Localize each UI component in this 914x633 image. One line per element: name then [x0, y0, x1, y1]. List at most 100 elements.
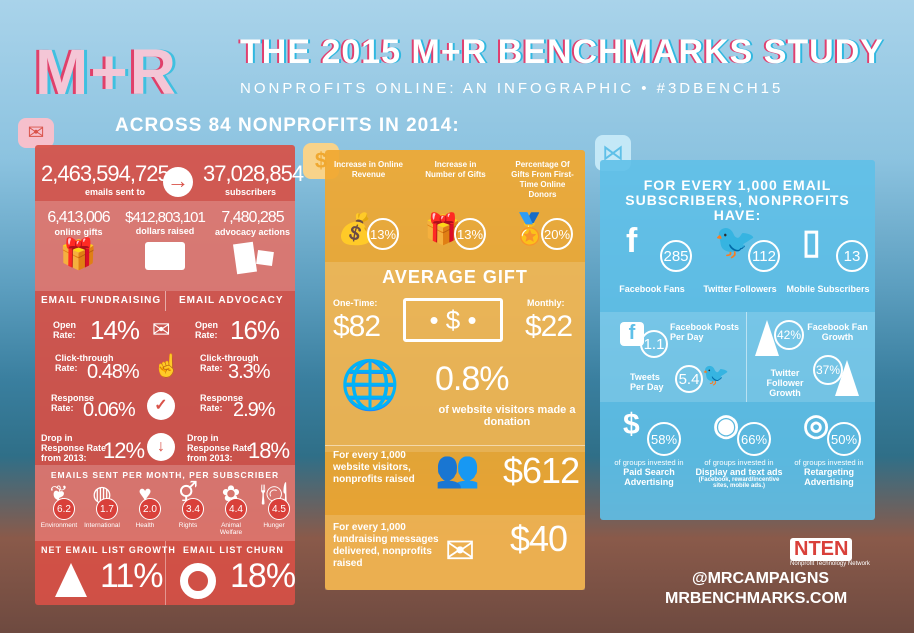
sector-label: Rights	[178, 522, 198, 529]
growth-value: 11%	[100, 557, 164, 595]
top-stat-value: 20%	[541, 218, 573, 250]
social-top-label: Twitter Followers	[703, 284, 777, 294]
churn-cycle-icon	[180, 563, 216, 599]
open-rate-label: Open Rate:	[53, 320, 77, 340]
per-messages-label: For every 1,000 fundraising messages del…	[333, 522, 439, 569]
arrow-up-icon	[835, 360, 859, 396]
ad-pre: of groups invested in	[794, 458, 864, 467]
twitter-bird-icon: 🐦	[702, 362, 730, 387]
advocacy-ctr: 3.3%	[228, 361, 271, 383]
envelopes-icon: ✉	[445, 530, 476, 571]
fundraising-open-rate: 14%	[90, 315, 140, 345]
advocacy-title: EMAIL ADVOCACY	[179, 295, 284, 306]
dollar-bill-icon: • $ •	[403, 298, 503, 342]
fundraising-drop: 12%	[103, 438, 145, 463]
one-time-label: One-Time:	[333, 298, 378, 308]
fb-growth-value: 42%	[774, 320, 804, 350]
facebook-icon: f	[626, 222, 638, 260]
response-rate-label: Response Rate:	[200, 393, 244, 413]
top-stat-label: Increase in Online Revenue	[334, 160, 403, 179]
social-top-value: 285	[660, 240, 692, 272]
top-stat-label: Increase in Number of Gifts	[425, 160, 486, 179]
churn-title: EMAIL LIST CHURN	[183, 545, 284, 555]
conversion-label: of website visitors made a donation	[438, 404, 576, 428]
advocacy-drop: 18%	[248, 438, 290, 463]
ad-label: Display and text ads	[695, 467, 783, 477]
section-heading: ACROSS 84 NONPROFITS IN 2014:	[115, 115, 460, 136]
tweets-value: 5.4	[675, 365, 703, 393]
sector-value: 4.4	[225, 498, 247, 520]
page-title: THE 2015 M+R BENCHMARKS STUDY	[240, 33, 884, 71]
response-rate-label: Response Rate:	[51, 393, 95, 413]
subscribers-label: subscribers	[225, 187, 277, 197]
tweets-label: Tweets Per Day	[630, 372, 664, 392]
sector-value: 6.2	[53, 498, 75, 520]
conversion-value: 0.8%	[435, 360, 509, 398]
open-rate-label: Open Rate:	[195, 320, 219, 340]
emails-sent: 2,463,594,725	[41, 161, 170, 186]
fundraising-title: EMAIL FUNDRAISING	[41, 295, 162, 306]
ad-pre: of groups invested in	[614, 458, 684, 467]
ad-value: 66%	[737, 422, 771, 456]
ad-note: (Facebook, reward/incentive sites, mobil…	[698, 477, 780, 489]
sector-value: 3.4	[182, 498, 204, 520]
top-stat-value: 13%	[367, 218, 399, 250]
email-panel: 2,463,594,725 emails sent to → 37,028,85…	[35, 145, 304, 605]
ad-value: 58%	[647, 422, 681, 456]
social-top-label: Mobile Subscribers	[786, 284, 870, 294]
social-top-value: 112	[748, 240, 780, 272]
ctr-label: Click-through Rate:	[55, 353, 114, 373]
mr-logo: M+R	[35, 36, 178, 108]
twitter-handle[interactable]: @MRCAMPAIGNS	[692, 570, 830, 587]
check-icon: ✓	[147, 392, 175, 420]
tw-growth-label: Twitter Follower Growth	[766, 368, 804, 398]
eye-icon: ◉	[713, 409, 740, 442]
target-icon: ◎	[803, 409, 830, 442]
social-top-value: 13	[836, 240, 868, 272]
sector-label: Health	[135, 522, 155, 529]
social-panel: FOR EVERY 1,000 EMAIL SUBSCRIBERS, NONPR…	[600, 160, 875, 520]
growth-title: NET EMAIL LIST GROWTH	[41, 545, 176, 555]
fundraising-panel: Increase in Online Revenue 💰 13% Increas…	[325, 150, 585, 590]
ad-label: Paid Search Advertising	[623, 467, 675, 487]
monthly-label: Monthly:	[527, 298, 565, 308]
ad-pre: of groups invested in	[704, 458, 774, 467]
sector-label: International	[84, 522, 120, 529]
churn-value: 18%	[230, 557, 296, 595]
per-month-title: EMAILS SENT PER MONTH, PER SUBSCRIBER	[50, 470, 280, 480]
website-link[interactable]: MRBENCHMARKS.COM	[665, 590, 848, 607]
ad-value: 50%	[827, 422, 861, 456]
stat-value: $412,803,101	[125, 209, 206, 226]
drop-label: Drop in Response Rate from 2013:	[41, 433, 107, 463]
per-visitors-label: For every 1,000 website visitors, nonpro…	[333, 450, 415, 485]
dollar-circle-icon: $	[623, 408, 640, 441]
fb-growth-label: Facebook Fan Growth	[807, 322, 868, 342]
protest-sign-icon	[231, 241, 275, 275]
stat-value: 6,413,006	[47, 209, 110, 226]
drop-label: Drop in Response Rate from 2013:	[187, 433, 253, 463]
arrow-down-icon: ↓	[147, 433, 175, 461]
sector-value: 2.0	[139, 498, 161, 520]
social-top-label: Facebook Fans	[619, 284, 685, 294]
sector-label: Environment	[40, 522, 78, 529]
nten-subtitle: Nonprofit Technology Network	[790, 561, 870, 567]
fundraising-ctr: 0.48%	[87, 361, 140, 383]
per-messages-value: $40	[510, 518, 568, 559]
average-gift-title: AVERAGE GIFT	[382, 267, 528, 287]
mobile-phone-icon: ▯	[802, 223, 821, 261]
ad-label: Retargeting Advertising	[803, 467, 854, 487]
stat-label: dollars raised	[135, 226, 195, 236]
advocacy-response: 2.9%	[233, 399, 276, 421]
arrow-up-icon	[55, 563, 87, 597]
stat-value: 7,480,285	[221, 209, 284, 226]
top-stat-label: Percentage Of Gifts From First-Time Onli…	[511, 160, 574, 199]
people-icon: 👥	[435, 448, 480, 489]
stat-label: online gifts	[54, 227, 103, 237]
subscribers: 37,028,854	[203, 161, 304, 186]
ctr-label: Click-through Rate:	[200, 353, 259, 373]
sector-label: Animal Welfare	[219, 522, 243, 536]
arrow-right-icon: →	[163, 167, 193, 197]
top-stat-value: 13%	[454, 218, 486, 250]
hand-pointer-icon: ☝	[153, 353, 181, 378]
sector-label: Hunger	[263, 522, 285, 529]
